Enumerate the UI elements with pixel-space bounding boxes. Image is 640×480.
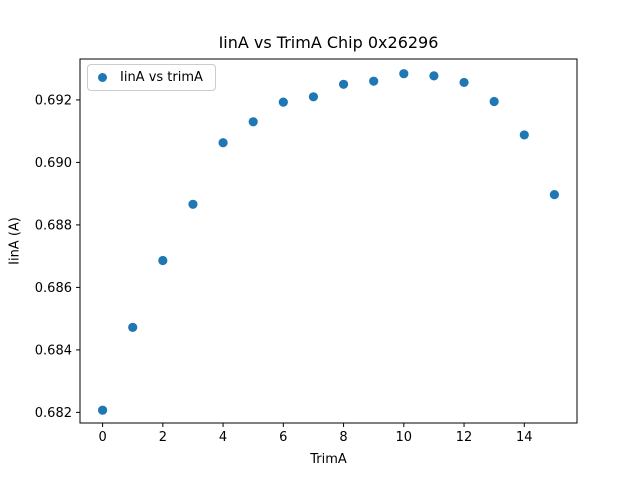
- axes-frame: [79, 58, 578, 424]
- y-tick-label: 0.692: [35, 93, 72, 108]
- y-tick-label: 0.682: [35, 406, 72, 421]
- chart-title: IinA vs TrimA Chip 0x26296: [218, 33, 439, 52]
- x-tick-label: 14: [516, 430, 533, 445]
- legend-series-label: IinA vs trimA: [120, 70, 203, 85]
- data-point: [369, 76, 379, 86]
- y-axis-label: IinA (A): [7, 217, 23, 265]
- x-tick-label: 4: [219, 430, 227, 445]
- data-point: [549, 190, 560, 200]
- data-point: [218, 138, 228, 148]
- y-tick-label: 0.690: [35, 156, 72, 171]
- data-point: [248, 117, 258, 127]
- data-point: [399, 69, 409, 79]
- x-tick-label: 2: [159, 430, 167, 445]
- data-point: [459, 77, 469, 88]
- x-tick-label: 10: [396, 430, 413, 445]
- data-point: [278, 97, 288, 107]
- data-point: [338, 79, 349, 89]
- y-tick-label: 0.688: [35, 218, 72, 233]
- data-point: [308, 92, 319, 102]
- y-tick-label: 0.686: [35, 281, 72, 296]
- legend-marker-icon: [98, 73, 107, 82]
- data-point: [188, 199, 198, 209]
- x-tick-label: 8: [339, 430, 347, 445]
- x-axis-label: TrimA: [310, 452, 347, 467]
- data-point: [128, 322, 138, 332]
- x-tick-label: 0: [98, 430, 106, 445]
- y-tick-label: 0.684: [35, 343, 72, 358]
- data-point: [429, 71, 439, 81]
- data-point: [489, 96, 499, 107]
- legend: IinA vs trimA: [87, 64, 216, 91]
- data-point: [97, 405, 108, 415]
- data-point: [158, 255, 168, 266]
- data-point: [519, 130, 529, 140]
- x-tick-label: 6: [279, 430, 287, 445]
- x-tick-label: 12: [456, 430, 473, 445]
